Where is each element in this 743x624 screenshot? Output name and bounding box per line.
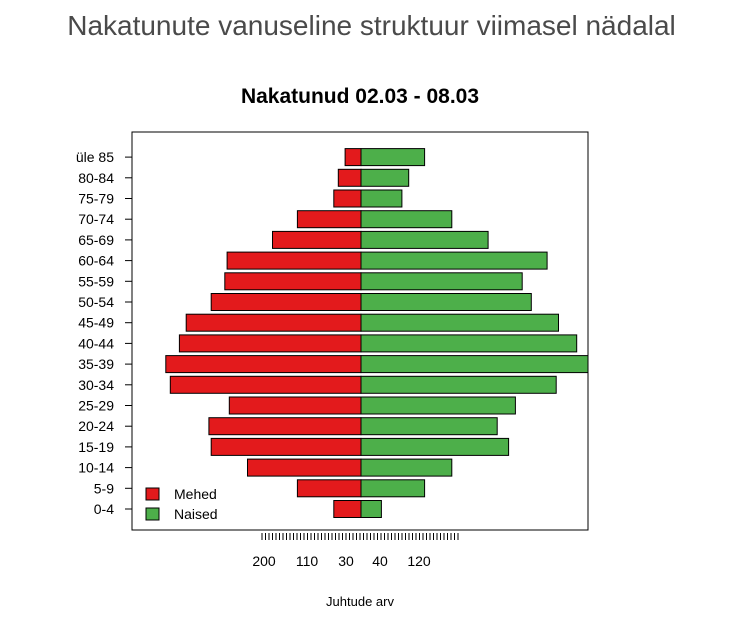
page-title: Nakatunute vanuseline struktuur viimasel…	[67, 10, 676, 41]
x-axis-tick-labels: 200 110 30 40 120	[252, 553, 431, 569]
bar-mehed-25-29	[228, 396, 362, 415]
y-tick-label: 80-84	[78, 170, 114, 186]
y-tick-label: 25-29	[78, 398, 114, 414]
bar-naised-80-84	[360, 168, 410, 187]
y-tick-label: üle 85	[76, 149, 114, 165]
legend-label-naised: Naised	[174, 506, 218, 522]
bar-mehed-40-44	[178, 334, 362, 353]
x-axis-minor-ticks	[261, 533, 459, 540]
y-tick-label: 45-49	[78, 315, 114, 331]
x-tick-label: 40	[372, 553, 388, 569]
legend: Mehed Naised	[145, 486, 218, 522]
bar-naised-5-9	[360, 479, 426, 498]
bar-naised-20-24	[360, 417, 498, 436]
x-tick-label: 120	[407, 553, 431, 569]
legend-label-mehed: Mehed	[174, 486, 217, 502]
bar-naised-15-19	[360, 437, 510, 456]
bar-naised-10-14	[360, 458, 453, 477]
y-tick-label: 30-34	[78, 377, 114, 393]
x-tick-label: 200	[252, 553, 276, 569]
bar-naised-25-29	[360, 396, 516, 415]
legend-swatch-mehed	[145, 487, 160, 501]
y-tick-label: 50-54	[78, 294, 114, 310]
bar-naised-40-44	[360, 334, 578, 353]
bar-naised-üle-85	[360, 148, 426, 167]
y-tick-label: 60-64	[78, 253, 114, 269]
bar-mehed-10-14	[247, 458, 362, 477]
bar-mehed-15-19	[210, 437, 362, 456]
bar-naised-60-64	[360, 251, 548, 270]
bar-mehed-0-4	[333, 500, 362, 518]
bar-naised-55-59	[360, 272, 523, 291]
bar-naised-75-79	[360, 189, 403, 208]
y-tick-label: 20-24	[78, 418, 114, 434]
y-tick-label: 65-69	[78, 232, 114, 248]
y-tick-label: 5-9	[94, 480, 114, 496]
chart-title: Nakatunud 02.03 - 08.03	[241, 85, 479, 108]
bar-mehed-55-59	[224, 272, 362, 291]
y-tick-label: 15-19	[78, 439, 114, 455]
bar-naised-50-54	[360, 293, 532, 311]
bar-mehed-80-84	[337, 168, 362, 187]
bar-mehed-70-74	[296, 210, 362, 229]
y-axis: 0-4 5-9 10-14 15-19 20-24 25-29 30-34 35-39 40-4…	[76, 149, 132, 517]
bar-naised-70-74	[360, 210, 453, 229]
legend-swatch-naised	[145, 507, 160, 521]
bar-mehed-30-34	[169, 375, 362, 394]
bar-mehed-50-54	[210, 293, 362, 311]
bar-mehed-60-64	[226, 251, 362, 270]
bar-naised-0-4	[360, 500, 382, 518]
y-tick-label: 10-14	[78, 460, 114, 476]
bar-mehed-45-49	[185, 313, 362, 332]
x-axis-label: Juhtude arv	[326, 594, 394, 609]
y-tick-label: 35-39	[78, 356, 114, 372]
bars-layer	[165, 148, 589, 518]
bar-mehed-35-39	[165, 355, 362, 374]
bar-mehed-65-69	[272, 230, 362, 249]
y-tick-label: 0-4	[94, 501, 114, 517]
bar-naised-35-39	[360, 355, 589, 374]
y-tick-label: 70-74	[78, 211, 114, 227]
bar-mehed-5-9	[296, 479, 362, 498]
bar-naised-30-34	[360, 375, 557, 394]
x-tick-label: 110	[296, 553, 319, 569]
plot-area	[131, 131, 589, 531]
bar-mehed-üle-85	[344, 148, 362, 167]
bar-naised-65-69	[360, 230, 489, 249]
x-tick-label: 30	[338, 553, 354, 569]
y-tick-label: 75-79	[78, 191, 114, 207]
bar-mehed-20-24	[208, 417, 362, 436]
y-tick-label: 40-44	[78, 335, 114, 351]
y-tick-label: 55-59	[78, 273, 114, 289]
bar-naised-45-49	[360, 313, 559, 332]
bar-mehed-75-79	[333, 189, 362, 208]
